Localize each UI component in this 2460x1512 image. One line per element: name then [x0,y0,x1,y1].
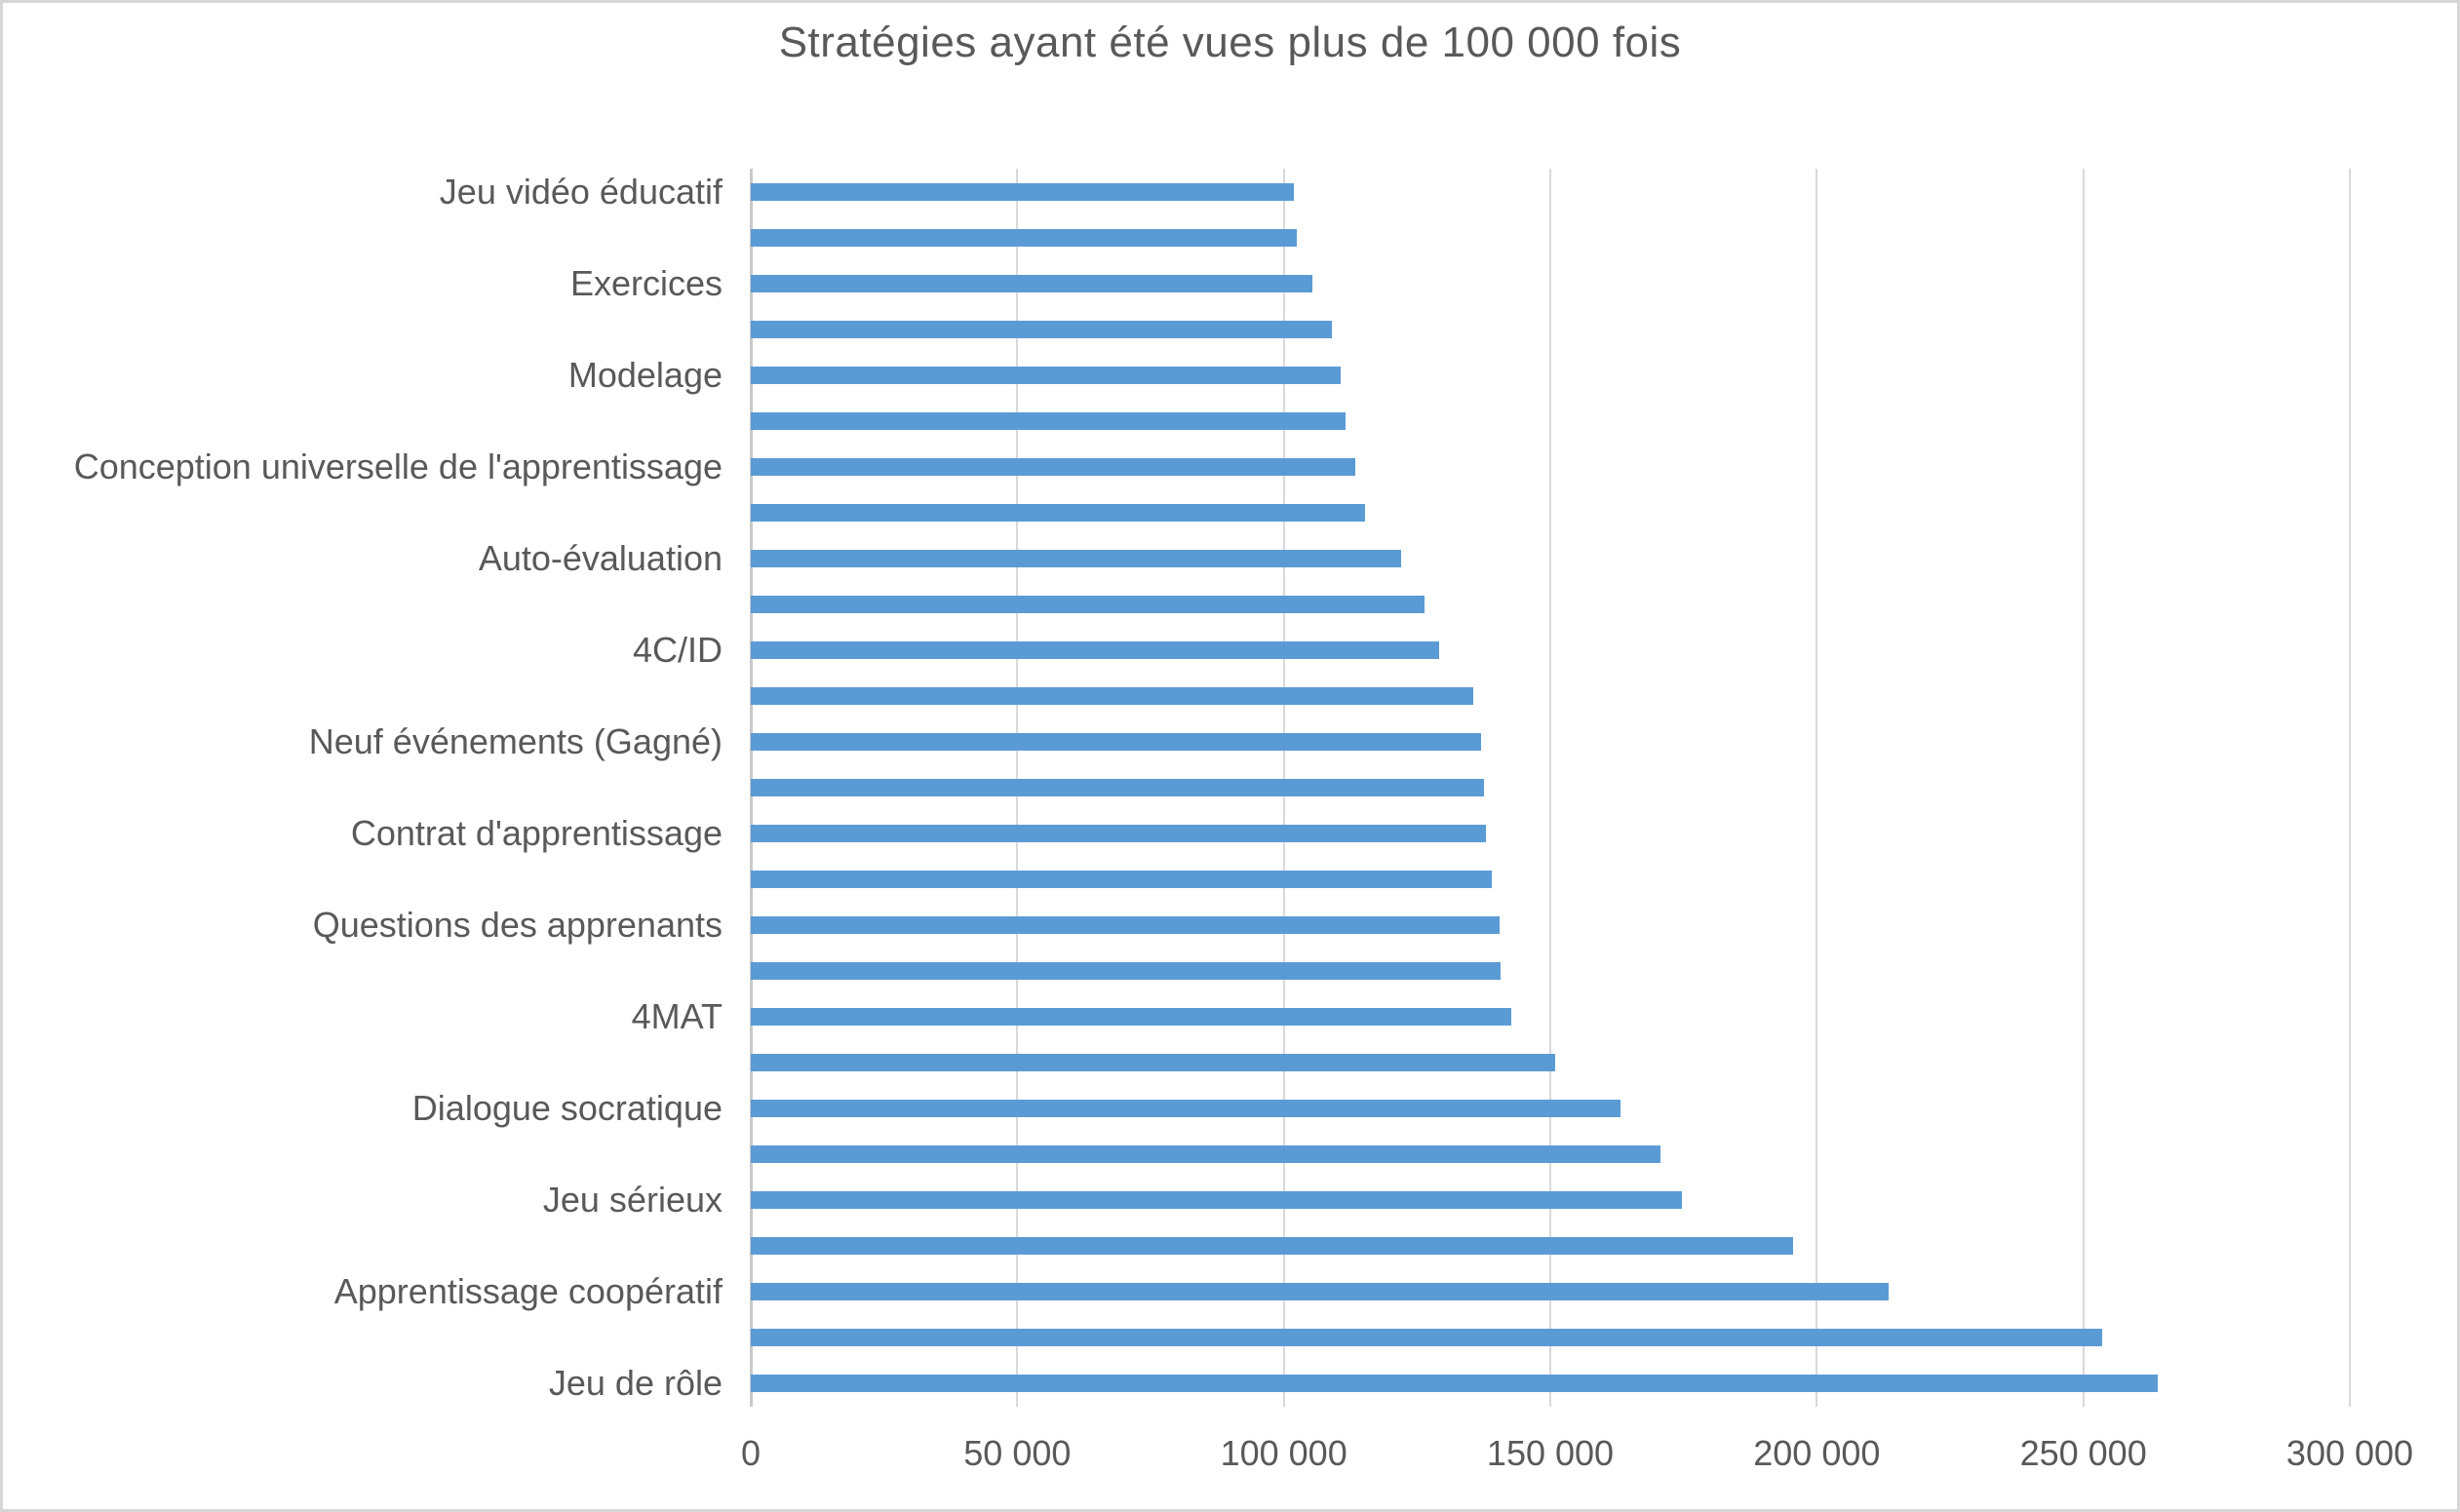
bar [751,779,1485,796]
bar [751,1008,1512,1027]
bar [751,825,1487,843]
gridline [2349,169,2351,1407]
value-axis-tick-label: 0 [740,1433,761,1473]
value-axis-tick-label: 250 000 [2019,1433,2147,1473]
category-label: 4C/ID [632,629,722,670]
category-label: Jeu vidéo éducatif [439,171,722,212]
bar [751,1375,2159,1393]
category-label: Contrat d'apprentissage [350,813,722,854]
bar [751,1283,1889,1301]
category-label: Jeu de rôle [548,1363,722,1404]
chart-title: Stratégies ayant été vues plus de 100 00… [778,19,1682,66]
bar [751,686,1473,705]
bar [751,1329,2103,1347]
category-label: 4MAT [631,996,722,1037]
bar [751,871,1493,889]
bar [751,1145,1661,1164]
category-label: Auto-évaluation [478,537,722,578]
bar [751,182,1294,201]
gridline [2082,169,2085,1407]
bar [751,1237,1794,1256]
bar [751,411,1346,430]
gridline [1816,169,1818,1407]
bar [751,1191,1683,1210]
bar [751,228,1297,247]
bar [751,274,1313,292]
value-axis-tick-label: 150 000 [1486,1433,1615,1473]
category-label: Apprentissage coopératif [333,1271,722,1312]
bar [751,366,1341,384]
category-label: Neuf événements (Gagné) [308,720,722,761]
category-label: Conception universelle de l'apprentissag… [73,446,722,486]
bar [751,595,1425,613]
bar [751,962,1501,981]
bar [751,1054,1556,1072]
category-label: Jeu sérieux [542,1180,722,1221]
category-label: Dialogue socratique [411,1088,722,1129]
category-label: Exercices [569,262,722,303]
bar [751,640,1440,659]
value-axis-tick-label: 300 000 [2285,1433,2414,1473]
plot-area [750,169,2351,1407]
bar [751,457,1356,476]
bar [751,503,1365,522]
value-axis-tick-label: 50 000 [963,1433,1072,1473]
category-label: Questions des apprenants [312,905,722,946]
bar [751,732,1482,751]
gridline [1549,169,1551,1407]
category-label: Modelage [567,354,722,395]
value-axis-tick-label: 100 000 [1220,1433,1347,1473]
bar [751,916,1501,935]
value-axis-tick-label: 200 000 [1753,1433,1881,1473]
bar [751,320,1333,338]
bar [751,1100,1621,1118]
bar [751,549,1401,567]
